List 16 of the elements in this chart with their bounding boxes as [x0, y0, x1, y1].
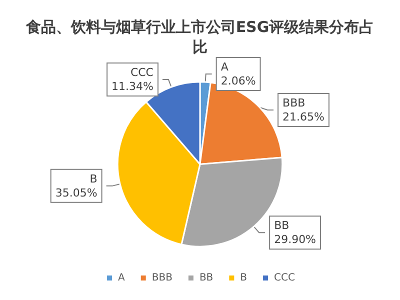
data-label: 11.34%	[112, 80, 154, 94]
slice-label: BBB	[282, 96, 306, 110]
legend-label: B	[240, 272, 248, 284]
legend-label: BB	[199, 272, 214, 284]
slice-label: CCC	[130, 66, 154, 80]
legend-label: A	[118, 272, 126, 284]
chart-title: 食品、饮料与烟草行业上市公司ESG评级结果分布占比	[24, 18, 374, 56]
data-label: 21.65%	[282, 110, 324, 124]
slice-label: A	[220, 60, 229, 74]
legend-label: BBB	[152, 272, 173, 284]
slice-label: BB	[274, 219, 290, 232]
slice-label: B	[90, 172, 98, 186]
data-label: 29.90%	[274, 233, 316, 246]
data-label: 2.06%	[220, 74, 256, 88]
legend-label: CCC	[274, 272, 295, 284]
data-label: 35.05%	[55, 186, 98, 200]
